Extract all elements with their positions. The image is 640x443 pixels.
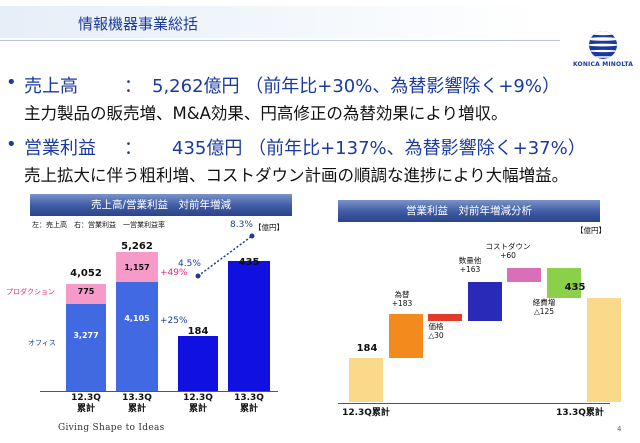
- left-panel-heading: 売上高/営業利益 対前年増減: [30, 194, 292, 216]
- waterfall-step-expenses: 経費増 △125: [532, 298, 556, 316]
- waterfall-bar-fx: [388, 313, 423, 358]
- waterfall-bar-cost-down: [507, 267, 542, 282]
- margin-label-fy12: 4.5%: [178, 259, 201, 269]
- growth-office: +25%: [160, 316, 188, 326]
- unit-label: 【億円】: [576, 226, 606, 235]
- bullet-detail: 売上拡大に伴う粗利増、コストダウン計画の順調な進捗により大幅増益。: [24, 166, 569, 185]
- bullet-label: 営業利益: [24, 138, 96, 159]
- growth-production: +49%: [160, 268, 188, 278]
- data-label-sales-total-fy13: 5,262: [121, 241, 153, 252]
- bar-profit-fy13: [228, 260, 270, 391]
- logo-globe-icon: [589, 31, 617, 59]
- bar-sales-office-fy12: [66, 304, 106, 391]
- bullet-colon: ：: [124, 76, 142, 97]
- bullet-value: 5,262億円 （前年比+30%、為替影響除く+9%）: [152, 76, 560, 97]
- waterfall-step-cost-down: コストダウン +60: [485, 242, 531, 260]
- waterfall-step-fx: 為替 +183: [391, 290, 413, 308]
- x-label-waterfall-end: 13.3Q累計: [556, 408, 604, 418]
- right-panel-heading: 営業利益 対前年増減分析: [338, 200, 600, 222]
- bullet-value: 435億円 （前年比+137%、為替影響除く+37%）: [172, 138, 586, 159]
- x-label-sales-fy12: 12.3Q 累計: [71, 393, 101, 414]
- logo-wordmark: KONICA MINOLTA: [572, 61, 634, 68]
- bar-profit-fy12: [178, 335, 218, 391]
- margin-point-fy13: [249, 233, 255, 239]
- waterfall-start-value: 184: [356, 343, 378, 354]
- bullet-colon: ：: [124, 138, 142, 159]
- data-label-profit-fy12: 184: [187, 326, 209, 337]
- bullet-dot-icon: •: [6, 134, 17, 155]
- title-bar: [0, 6, 540, 38]
- bar-sales-production-fy13: [116, 251, 158, 283]
- left-chart-baseline: [40, 391, 278, 392]
- bullet-detail: 主力製品の販売増、M&A効果、円高修正の為替効果により増収。: [24, 104, 508, 123]
- chart-legend-note: 左：売上高 右：営業利益 一営業利益率: [32, 221, 165, 229]
- x-label-profit-fy13: 13.3Q 累計: [234, 393, 264, 414]
- bullet-operating-profit: • 営業利益 ： 435億円 （前年比+137%、為替影響除く+37%）: [6, 134, 616, 159]
- page-title: 情報機器事業総括: [78, 15, 199, 33]
- margin-label-fy13: 8.3%: [230, 220, 253, 230]
- data-label-production-fy13: 1,157: [124, 263, 150, 272]
- unit-label: 【億円】: [254, 223, 284, 232]
- x-label-sales-fy13: 13.3Q 累計: [122, 393, 152, 414]
- waterfall-end-value: 435: [564, 282, 586, 293]
- margin-point-fy12: [195, 273, 201, 279]
- bullet-dot-icon: •: [6, 72, 17, 93]
- waterfall-step-volume: 数量他 +163: [458, 256, 482, 274]
- x-label-waterfall-start: 12.3Q累計: [342, 408, 390, 418]
- bar-sales-production-fy12: [66, 283, 106, 305]
- data-label-sales-total-fy12: 4,052: [70, 268, 102, 279]
- company-logo: KONICA MINOLTA: [568, 28, 638, 72]
- data-label-production-fy12: 775: [77, 287, 95, 296]
- segment-label-production: プロダクション: [6, 288, 55, 296]
- waterfall-bar-price: [428, 313, 463, 322]
- waterfall-bar-expenses: [547, 267, 581, 298]
- data-label-office-fy13: 4,105: [124, 314, 150, 323]
- waterfall-step-price: 価格 △30: [428, 322, 444, 340]
- right-chart-baseline: [338, 403, 610, 404]
- page-number: 4: [617, 425, 622, 433]
- bullet-label: 売上高: [24, 76, 78, 97]
- segment-label-office: オフィス: [28, 339, 56, 347]
- x-label-profit-fy12: 12.3Q 累計: [183, 393, 213, 414]
- waterfall-bar-start: [349, 357, 383, 402]
- data-label-profit-fy13: 435: [238, 257, 260, 268]
- title-divider: [0, 40, 560, 41]
- waterfall-bar-end: [586, 297, 621, 402]
- data-label-office-fy12: 3,277: [73, 331, 99, 340]
- bullet-sales: • 売上高 ： 5,262億円 （前年比+30%、為替影響除く+9%）: [6, 72, 606, 97]
- bar-sales-office-fy13: [116, 282, 158, 391]
- waterfall-bar-volume: [467, 282, 502, 322]
- footer-tagline: Giving Shape to Ideas: [58, 423, 165, 433]
- margin-line-segment: [197, 235, 253, 277]
